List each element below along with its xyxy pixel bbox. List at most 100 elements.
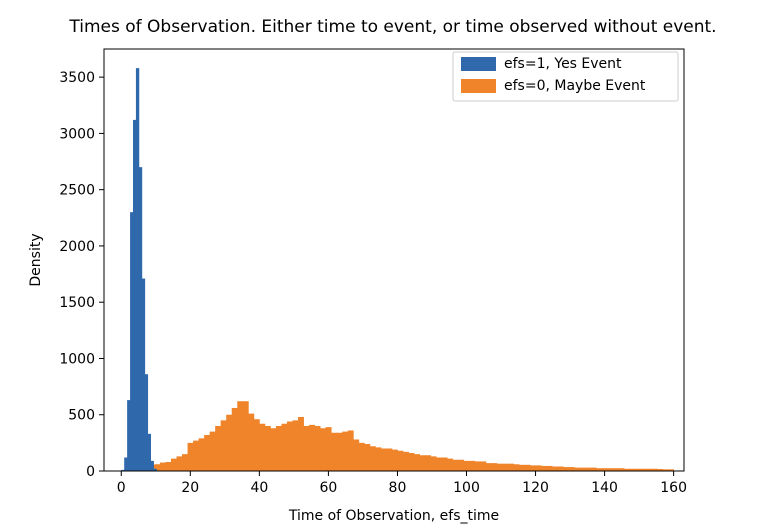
histogram-bar <box>364 443 371 471</box>
histogram-bar <box>552 466 559 471</box>
histogram-bar <box>209 431 216 471</box>
x-tick-label: 160 <box>660 480 687 496</box>
histogram-bar <box>430 456 437 471</box>
histogram-bar <box>259 423 266 471</box>
histogram-bar <box>502 463 509 471</box>
histogram-bar <box>425 455 431 471</box>
series-1-bars <box>121 68 160 472</box>
histogram-bar <box>618 468 625 471</box>
histogram-bar <box>144 374 149 471</box>
y-tick-label: 1500 <box>59 295 95 311</box>
histogram-bar <box>159 462 166 471</box>
histogram-bar <box>248 413 255 471</box>
histogram-bar <box>480 461 487 471</box>
histogram-bar <box>215 425 222 471</box>
histogram-bar <box>496 463 503 471</box>
histogram-bar <box>231 407 238 471</box>
histogram-bar <box>358 442 365 471</box>
histogram-bar <box>441 457 448 471</box>
legend-box <box>452 51 679 102</box>
histogram-bar <box>458 459 465 471</box>
histogram-bar <box>474 461 481 471</box>
histogram-bar <box>253 419 260 471</box>
histogram-bar <box>507 463 514 471</box>
histogram-bar <box>657 468 663 471</box>
histogram-bar <box>623 468 630 471</box>
chart-title: Times of Observation. Either time to eve… <box>68 17 716 37</box>
histogram-bar <box>419 455 426 471</box>
histogram-bar <box>646 468 652 471</box>
histogram-bar <box>518 464 525 471</box>
histogram-bar <box>485 463 492 471</box>
legend-label-yes-event: efs=1, Yes Event <box>504 56 622 72</box>
histogram-bar <box>165 462 172 471</box>
histogram-bar <box>154 464 161 471</box>
histogram-bar <box>574 467 581 471</box>
histogram-bar <box>347 430 354 471</box>
histogram-bar <box>325 427 332 471</box>
histogram-bar <box>585 467 592 471</box>
x-axis: 0 20 40 60 80 100 120 140 160 <box>117 471 687 496</box>
histogram-bar <box>303 425 310 471</box>
histogram-bar <box>463 460 470 471</box>
histogram-bar <box>187 442 194 471</box>
legend-label-maybe-event: efs=0, Maybe Event <box>504 78 646 94</box>
histogram-bar <box>568 467 575 471</box>
histogram-bar <box>242 401 249 471</box>
x-tick-label: 40 <box>250 480 268 496</box>
plot-frame <box>103 48 685 472</box>
histogram-bar <box>662 469 669 471</box>
histogram-bar <box>124 457 128 471</box>
histogram-bar <box>414 454 420 471</box>
histogram-bar <box>226 414 233 471</box>
y-axis-label: Density <box>28 233 44 286</box>
histogram-bar <box>530 465 536 471</box>
histogram-bar <box>524 464 531 471</box>
histogram-bar <box>469 460 476 471</box>
histogram-bar <box>193 440 199 471</box>
histogram-bar <box>176 456 183 471</box>
histogram-bar <box>281 423 288 471</box>
histogram-bar <box>204 434 211 471</box>
histogram-bar <box>292 420 299 471</box>
histogram-bar <box>447 458 454 471</box>
histogram-bar <box>331 432 338 471</box>
histogram-bar <box>601 468 608 471</box>
bars-layer <box>121 68 675 472</box>
y-tick-label: 500 <box>68 408 95 424</box>
histogram-bar <box>546 465 553 471</box>
histogram-bar <box>596 468 603 471</box>
histogram-bar <box>607 468 614 471</box>
histogram-bar <box>220 420 227 471</box>
x-axis-label: Time of Observation, efs_time <box>288 508 499 524</box>
y-tick-label: 2500 <box>59 183 95 199</box>
histogram-bar <box>138 167 143 471</box>
histogram-bar <box>353 439 360 471</box>
y-tick-label: 1000 <box>59 351 95 367</box>
histogram-bar <box>557 466 564 471</box>
histogram-bar <box>651 468 658 471</box>
histogram-bar <box>391 449 398 471</box>
x-tick-label: 140 <box>591 480 618 496</box>
y-tick-label: 3500 <box>59 70 95 86</box>
histogram-bar <box>298 416 304 471</box>
histogram-bar <box>579 467 586 471</box>
histogram-bar <box>133 119 137 472</box>
x-tick-label: 80 <box>389 480 407 496</box>
histogram-bar <box>170 458 177 471</box>
histogram-bar <box>130 212 134 472</box>
histogram-bar <box>452 459 459 471</box>
x-tick-label: 60 <box>319 480 337 496</box>
histogram-bar <box>264 425 271 471</box>
histogram-bar <box>314 425 321 471</box>
legend-swatch-yes-event <box>461 57 496 71</box>
histogram-bar <box>513 464 520 471</box>
histogram-bar <box>380 448 387 471</box>
legend: efs=1, Yes Event efs=0, Maybe Event <box>452 51 679 102</box>
y-tick-label: 0 <box>86 464 95 480</box>
histogram-bar <box>386 448 393 471</box>
histogram-bar <box>408 452 415 471</box>
histogram-bar <box>402 451 409 471</box>
histogram-bar <box>320 428 327 471</box>
